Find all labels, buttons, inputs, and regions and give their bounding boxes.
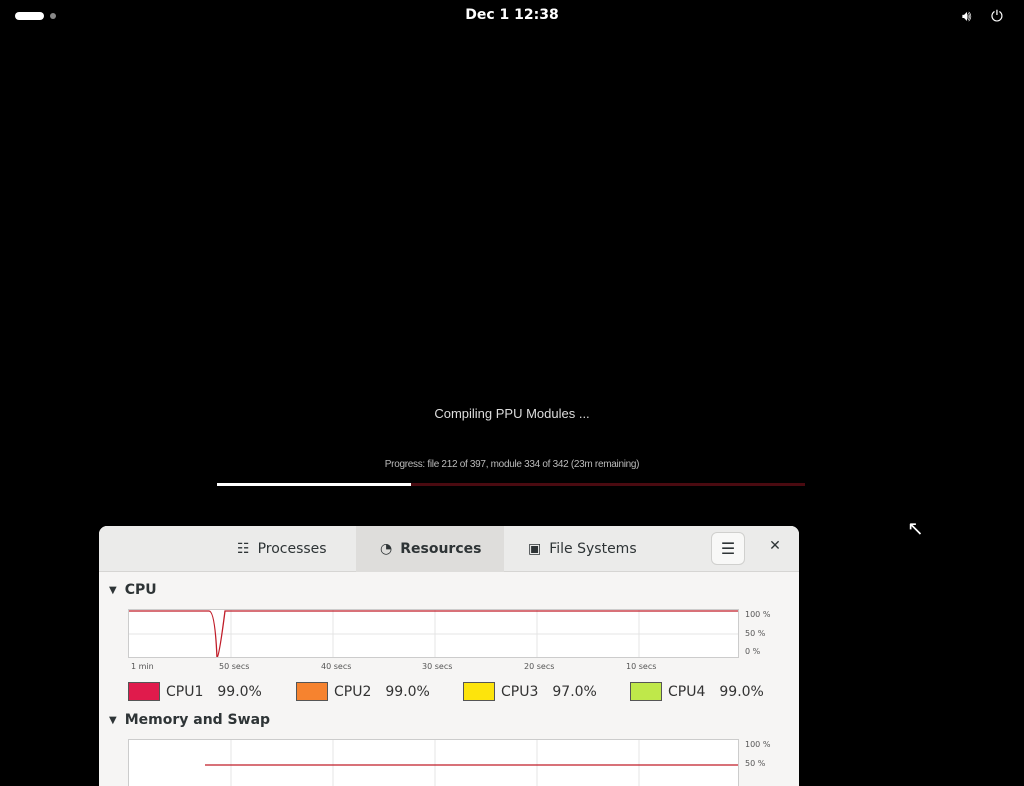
close-button[interactable]: ✕ xyxy=(763,538,787,560)
cpu-graph xyxy=(128,609,739,658)
mouse-cursor-icon: ↖ xyxy=(907,516,924,540)
legend-cpu4[interactable]: CPU4 99.0% xyxy=(630,682,764,701)
workspace-indicator[interactable] xyxy=(50,13,56,19)
hamburger-icon: ☰ xyxy=(720,539,736,558)
header-bar: ☷ Processes ◔ Resources ▣ File Systems ☰ ✕ xyxy=(99,526,799,572)
x-tick: 10 secs xyxy=(626,662,657,671)
power-icon[interactable]: ⏻ xyxy=(991,7,1003,25)
x-tick: 40 secs xyxy=(321,662,352,671)
volume-icon[interactable]: 🔊︎ xyxy=(962,7,972,25)
legend-cpu1[interactable]: CPU1 99.0% xyxy=(128,682,262,701)
list-icon: ☷ xyxy=(237,541,250,557)
y-tick: 50 % xyxy=(745,629,766,638)
color-swatch[interactable] xyxy=(128,682,160,701)
tab-resources[interactable]: ◔ Resources xyxy=(356,526,504,572)
y-tick: 100 % xyxy=(745,740,771,749)
triangle-down-icon: ▼ xyxy=(109,714,117,726)
legend-cpu3[interactable]: CPU3 97.0% xyxy=(463,682,597,701)
tab-processes[interactable]: ☷ Processes xyxy=(237,541,327,557)
x-tick: 50 secs xyxy=(219,662,250,671)
cpu-series-line xyxy=(129,610,738,657)
tab-file-systems[interactable]: ▣ File Systems xyxy=(528,541,637,557)
y-tick: 50 % xyxy=(745,759,766,768)
menu-button[interactable]: ☰ xyxy=(711,532,745,565)
x-tick: 20 secs xyxy=(524,662,555,671)
memory-section-toggle[interactable]: ▼ Memory and Swap xyxy=(109,712,271,728)
color-swatch[interactable] xyxy=(630,682,662,701)
x-tick: 30 secs xyxy=(422,662,453,671)
system-monitor-window: ☷ Processes ◔ Resources ▣ File Systems ☰ ✕ … xyxy=(99,526,799,786)
close-icon: ✕ xyxy=(769,538,781,554)
clock[interactable]: Dec 1 12:38 xyxy=(465,7,559,23)
color-swatch[interactable] xyxy=(296,682,328,701)
x-tick: 1 min xyxy=(131,662,154,671)
progress-fill xyxy=(217,483,412,486)
legend-cpu2[interactable]: CPU2 99.0% xyxy=(296,682,430,701)
color-swatch[interactable] xyxy=(463,682,495,701)
workspace-indicator-active[interactable] xyxy=(15,12,44,20)
cpu-section-toggle[interactable]: ▼ CPU xyxy=(109,582,157,598)
y-tick: 0 % xyxy=(745,647,761,656)
memory-graph xyxy=(128,739,739,786)
progress-bar xyxy=(217,483,805,486)
triangle-down-icon: ▼ xyxy=(109,584,117,596)
y-tick: 100 % xyxy=(745,610,771,619)
progress-text: Progress: file 212 of 397, module 334 of… xyxy=(384,459,640,470)
compile-title: Compiling PPU Modules ... xyxy=(434,406,590,421)
gauge-icon: ◔ xyxy=(380,541,393,557)
top-bar: Dec 1 12:38 🔊︎ ⏻ xyxy=(0,0,1024,32)
disk-icon: ▣ xyxy=(528,541,542,557)
